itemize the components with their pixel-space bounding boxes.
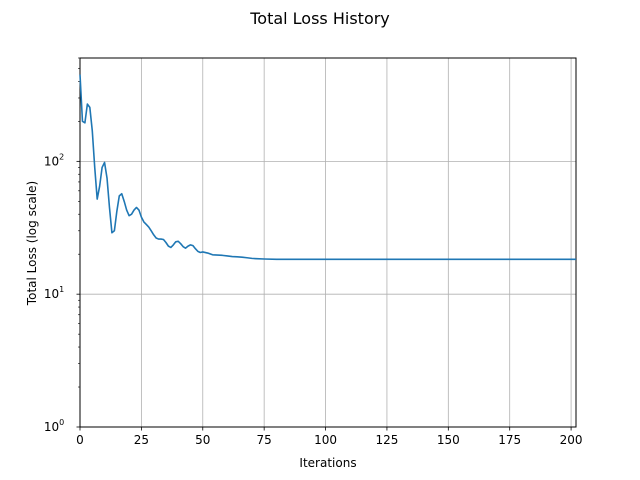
x-tick-label: 100 — [314, 433, 337, 447]
series-group — [79, 74, 576, 261]
x-tick-label: 175 — [498, 433, 521, 447]
grid-lines — [80, 58, 576, 427]
y-axis-ticks: 100 101 102 — [44, 57, 80, 434]
x-tick-label: 75 — [257, 433, 272, 447]
x-tick-label: 150 — [437, 433, 460, 447]
y-tick-label: 102 — [44, 152, 64, 168]
x-tick-label: 125 — [375, 433, 398, 447]
series-line — [79, 74, 576, 261]
chart-title: Total Loss History — [249, 9, 390, 28]
plot-frame — [79, 57, 577, 428]
x-axis-label: Iterations — [299, 456, 356, 470]
y-axis-label: Total Loss (log scale) — [25, 181, 39, 306]
x-tick-label: 200 — [560, 433, 583, 447]
y-tick-label: 101 — [44, 285, 64, 301]
y-tick-label: 100 — [44, 418, 64, 434]
x-tick-label: 0 — [76, 433, 84, 447]
x-tick-label: 25 — [134, 433, 149, 447]
x-tick-label: 50 — [195, 433, 210, 447]
x-axis-ticks: 0 25 50 75 100 125 150 175 200 — [76, 427, 583, 447]
